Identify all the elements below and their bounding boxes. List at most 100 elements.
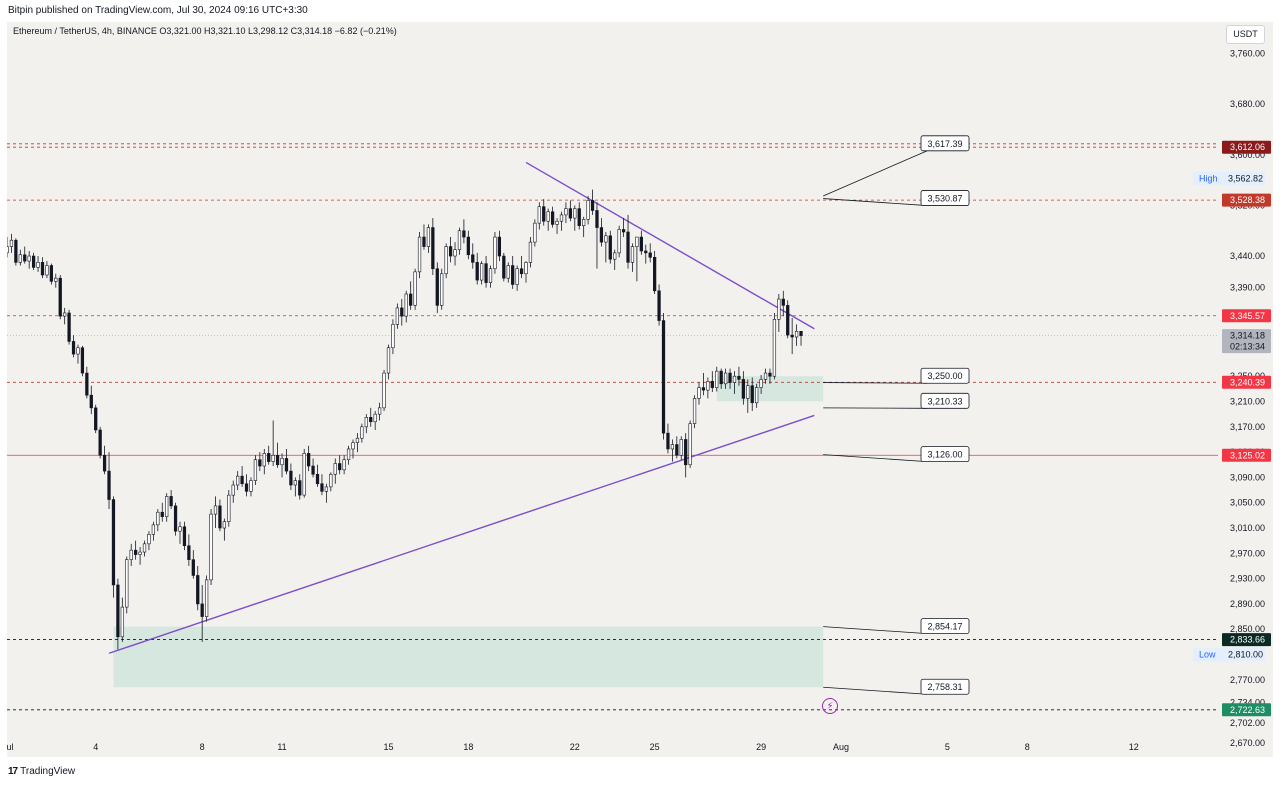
- candle-body: [630, 246, 635, 263]
- candle-body: [302, 453, 306, 496]
- candle-body: [763, 372, 768, 380]
- candle-body: [626, 231, 630, 263]
- candle: [688, 420, 692, 468]
- candle-body: [568, 208, 572, 219]
- candle-body: [573, 208, 577, 219]
- candle: [27, 250, 31, 269]
- candle: [231, 480, 235, 503]
- candle-body: [134, 549, 138, 555]
- candle: [49, 263, 53, 285]
- y-tick-label: 3,210.00: [1230, 397, 1265, 407]
- price-badge: 3,345.57: [1222, 309, 1271, 323]
- candle-body: [790, 334, 794, 338]
- candle: [338, 455, 342, 475]
- price-badge: 2,833.66: [1222, 633, 1271, 647]
- candle: [409, 281, 413, 310]
- candle: [466, 230, 470, 260]
- candle: [777, 293, 781, 332]
- callout-box: [920, 190, 970, 206]
- y-tick-label: 3,170.00: [1230, 422, 1265, 432]
- chart-panel[interactable]: 3,617.39 3,530.87 3,250.00 3,210.33 3,126.00…: [7, 22, 1273, 757]
- candle: [249, 477, 253, 497]
- close-value: C3,314.18: [290, 26, 333, 36]
- candle-body: [98, 429, 102, 456]
- callout-label: 3,530.87: [927, 194, 962, 204]
- candle: [475, 252, 479, 285]
- candle: [599, 218, 604, 247]
- candle-body: [426, 227, 431, 247]
- candle-body: [18, 254, 22, 263]
- candle: [497, 230, 502, 262]
- candle-body: [777, 298, 781, 320]
- candle: [89, 385, 93, 415]
- candle: [661, 312, 666, 440]
- candle-body: [786, 305, 790, 336]
- candle: [675, 436, 679, 459]
- candle: [404, 290, 408, 323]
- symbol-name: Ethereum / TetherUS, 4h, BINANCE: [13, 26, 157, 36]
- candle-body: [373, 413, 377, 423]
- candle: [45, 261, 49, 279]
- candle-body: [484, 263, 488, 283]
- callout-box: [920, 618, 970, 634]
- candle: [417, 232, 422, 279]
- marker-bg: [1193, 171, 1265, 186]
- candle-body: [480, 263, 484, 281]
- candle: [710, 371, 714, 393]
- candle: [586, 195, 590, 225]
- candle: [9, 233, 14, 253]
- callout-pointer: [823, 686, 928, 695]
- candle: [116, 578, 120, 650]
- y-tick-label: 3,760.00: [1230, 49, 1265, 59]
- candle-body: [582, 219, 586, 226]
- candle-body: [519, 268, 524, 275]
- callout-box: [920, 367, 970, 384]
- candle: [790, 318, 794, 355]
- candle: [737, 366, 741, 386]
- candle-body: [222, 521, 226, 529]
- badge-bg: [1222, 633, 1271, 647]
- candle-body: [307, 453, 311, 467]
- candle: [444, 243, 448, 279]
- price-callout: 3,210.33: [823, 392, 970, 409]
- x-tick-label: 5: [945, 742, 950, 752]
- price-chart[interactable]: 3,617.39 3,530.87 3,250.00 3,210.33 3,126.00…: [7, 22, 1273, 757]
- y-tick-label: 3,390.00: [1230, 283, 1265, 293]
- candle: [54, 273, 58, 288]
- candle-body: [240, 475, 244, 485]
- tradingview-brand[interactable]: 17 TradingView: [8, 766, 75, 777]
- candle: [23, 246, 27, 264]
- lightning-icon[interactable]: ⚡: [822, 698, 838, 714]
- candle-body: [528, 241, 533, 263]
- high-marker: High 3,562.82: [1193, 171, 1265, 186]
- candle: [577, 202, 581, 230]
- candle: [453, 242, 457, 266]
- candle-body: [89, 394, 93, 409]
- x-tick-label: ul: [7, 742, 14, 752]
- badge-value: 3,612.06: [1230, 142, 1265, 152]
- candle-body: [422, 236, 426, 247]
- candle: [604, 232, 608, 263]
- x-tick-label: 25: [650, 742, 660, 752]
- candle: [293, 477, 297, 497]
- candle-body: [298, 480, 302, 496]
- candle-body: [67, 312, 71, 342]
- candle: [125, 556, 129, 614]
- candle-body: [670, 444, 675, 450]
- candle-body: [275, 454, 280, 466]
- candle-body: [125, 559, 129, 608]
- candle-body: [165, 496, 169, 517]
- candle-body: [768, 372, 772, 377]
- candle-body: [564, 208, 568, 216]
- candle-body: [466, 236, 470, 256]
- candle: [173, 502, 178, 536]
- x-tick-label: 22: [570, 742, 580, 752]
- candle-body: [293, 480, 297, 486]
- currency-button[interactable]: USDT: [1226, 25, 1265, 44]
- candle: [728, 368, 732, 389]
- candle-body: [675, 444, 679, 456]
- price-axis-bg: [1218, 22, 1273, 757]
- candle-body: [750, 385, 754, 404]
- candle-body: [147, 534, 151, 545]
- candle-body: [120, 606, 124, 638]
